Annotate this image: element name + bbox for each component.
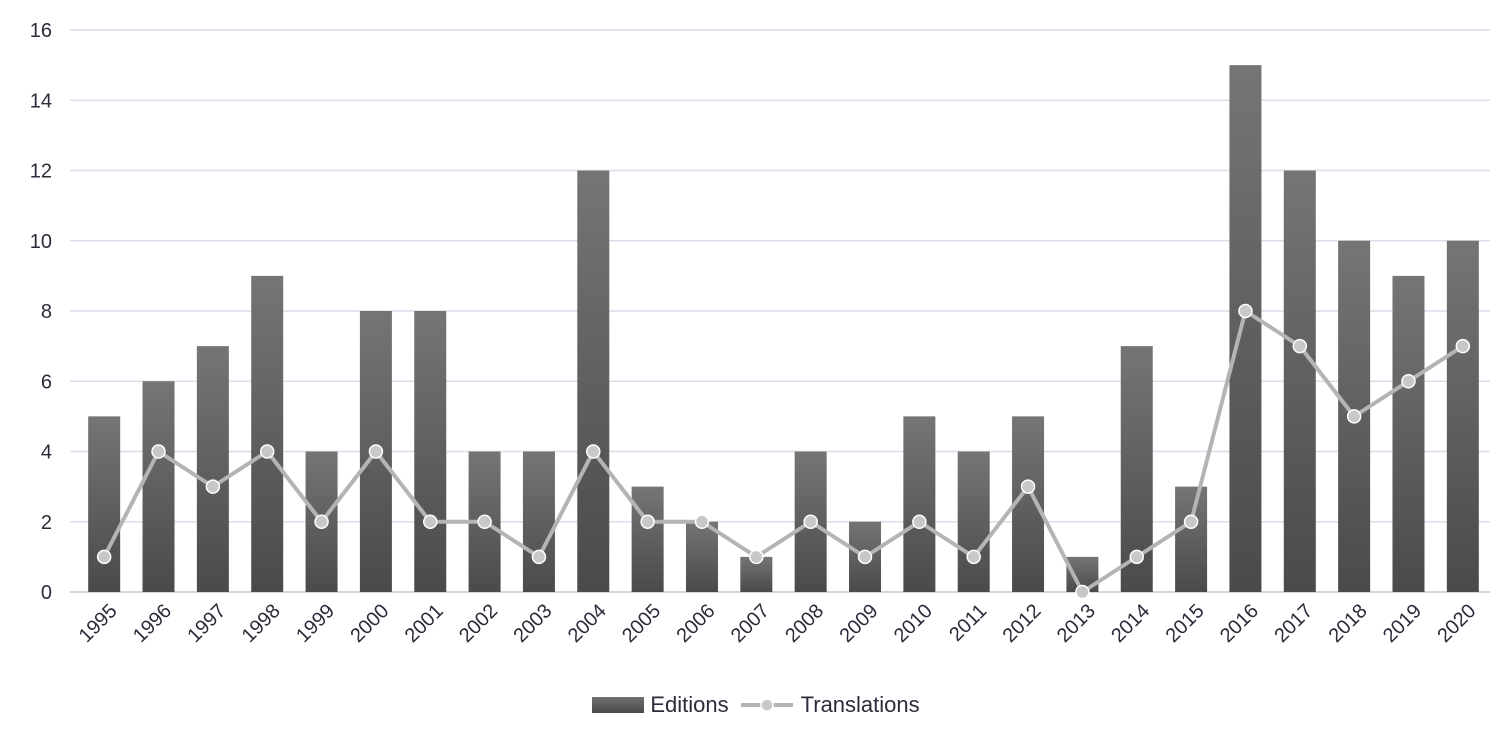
legend-item-translations: Translations bbox=[739, 692, 920, 718]
x-tick-label: 2020 bbox=[1433, 600, 1480, 647]
legend-label-translations: Translations bbox=[800, 692, 920, 717]
bar-editions bbox=[1229, 65, 1262, 592]
x-tick-label: 2010 bbox=[890, 600, 937, 647]
point-translations bbox=[259, 444, 275, 459]
x-tick-label: 2002 bbox=[455, 600, 502, 647]
point-translations bbox=[749, 549, 764, 565]
point-translations bbox=[1020, 479, 1036, 494]
y-tick-label: 8 bbox=[41, 301, 52, 323]
point-translations bbox=[803, 514, 818, 529]
point-translations bbox=[96, 549, 112, 565]
bar-editions bbox=[903, 416, 936, 592]
point-translations bbox=[1129, 549, 1144, 565]
legend-item-editions: Editions bbox=[592, 692, 729, 718]
point-translations bbox=[205, 479, 221, 494]
point-translations bbox=[1292, 338, 1308, 354]
bar-editions bbox=[88, 416, 121, 592]
point-translations bbox=[314, 514, 329, 529]
point-translations bbox=[531, 549, 547, 565]
legend-label-editions: Editions bbox=[650, 692, 729, 717]
legend: Editions Translations bbox=[0, 692, 1512, 718]
bar-editions bbox=[414, 311, 447, 592]
y-tick-label: 0 bbox=[41, 582, 52, 604]
x-tick-label: 1996 bbox=[129, 600, 176, 647]
legend-swatch-line bbox=[740, 698, 793, 712]
point-translations bbox=[966, 549, 981, 565]
point-translations bbox=[151, 444, 166, 459]
point-translations bbox=[586, 444, 601, 459]
x-tick-label: 2005 bbox=[618, 600, 665, 647]
x-tick-label: 2011 bbox=[945, 600, 991, 646]
x-tick-label: 2000 bbox=[346, 600, 393, 647]
x-tick-label: 1997 bbox=[183, 600, 230, 647]
point-translations bbox=[640, 514, 655, 529]
y-tick-label: 6 bbox=[41, 371, 52, 393]
y-tick-label: 16 bbox=[30, 20, 52, 42]
point-translations bbox=[423, 514, 438, 529]
x-tick-label: 1998 bbox=[238, 600, 285, 647]
point-translations bbox=[857, 549, 873, 565]
bar-editions bbox=[1392, 275, 1425, 592]
bar-editions bbox=[142, 381, 175, 592]
x-tick-label: 2019 bbox=[1379, 600, 1426, 647]
x-tick-label: 2013 bbox=[1053, 600, 1100, 647]
point-translations bbox=[1183, 514, 1199, 529]
point-translations bbox=[477, 514, 492, 529]
x-tick-label: 2007 bbox=[727, 600, 774, 647]
point-translations bbox=[912, 514, 927, 529]
x-tick-label: 2015 bbox=[1162, 600, 1209, 647]
bar-editions bbox=[251, 275, 284, 592]
point-translations bbox=[694, 514, 710, 529]
point-translations bbox=[368, 444, 384, 459]
bar-editions bbox=[196, 346, 229, 592]
y-tick-label: 10 bbox=[30, 231, 52, 253]
bar-editions bbox=[1175, 486, 1208, 592]
x-tick-label: 2006 bbox=[672, 600, 719, 647]
x-tick-label: 2003 bbox=[509, 600, 556, 647]
x-tick-label: 2014 bbox=[1107, 600, 1154, 647]
y-tick-label: 2 bbox=[41, 512, 52, 534]
line-translations bbox=[102, 309, 1464, 594]
x-tick-label: 2009 bbox=[836, 600, 883, 647]
point-translations bbox=[1401, 374, 1416, 389]
bar-editions bbox=[522, 451, 555, 592]
point-translations bbox=[1075, 584, 1090, 600]
x-tick-label: 2016 bbox=[1216, 600, 1263, 647]
bar-editions bbox=[577, 170, 610, 592]
bar-editions bbox=[1446, 240, 1479, 592]
x-tick-label: 2012 bbox=[999, 600, 1046, 647]
y-tick-label: 12 bbox=[30, 161, 52, 183]
bar-editions bbox=[631, 486, 664, 592]
point-translations bbox=[1455, 338, 1471, 354]
bar-editions bbox=[1283, 170, 1316, 592]
point-translations bbox=[1238, 303, 1253, 319]
y-tick-label: 14 bbox=[30, 90, 52, 112]
point-translations bbox=[1346, 409, 1362, 424]
legend-swatch-bar bbox=[592, 697, 645, 713]
bar-editions bbox=[685, 521, 718, 592]
x-tick-label: 1999 bbox=[292, 600, 339, 647]
x-tick-label: 2018 bbox=[1325, 600, 1372, 647]
x-tick-label: 2008 bbox=[781, 600, 828, 647]
bar-editions bbox=[957, 451, 990, 592]
x-tick-label: 2001 bbox=[401, 600, 448, 647]
x-tick-label: 2004 bbox=[564, 600, 611, 647]
y-tick-label: 4 bbox=[41, 442, 52, 464]
x-tick-label: 1995 bbox=[75, 600, 122, 647]
x-tick-label: 2017 bbox=[1270, 600, 1317, 647]
